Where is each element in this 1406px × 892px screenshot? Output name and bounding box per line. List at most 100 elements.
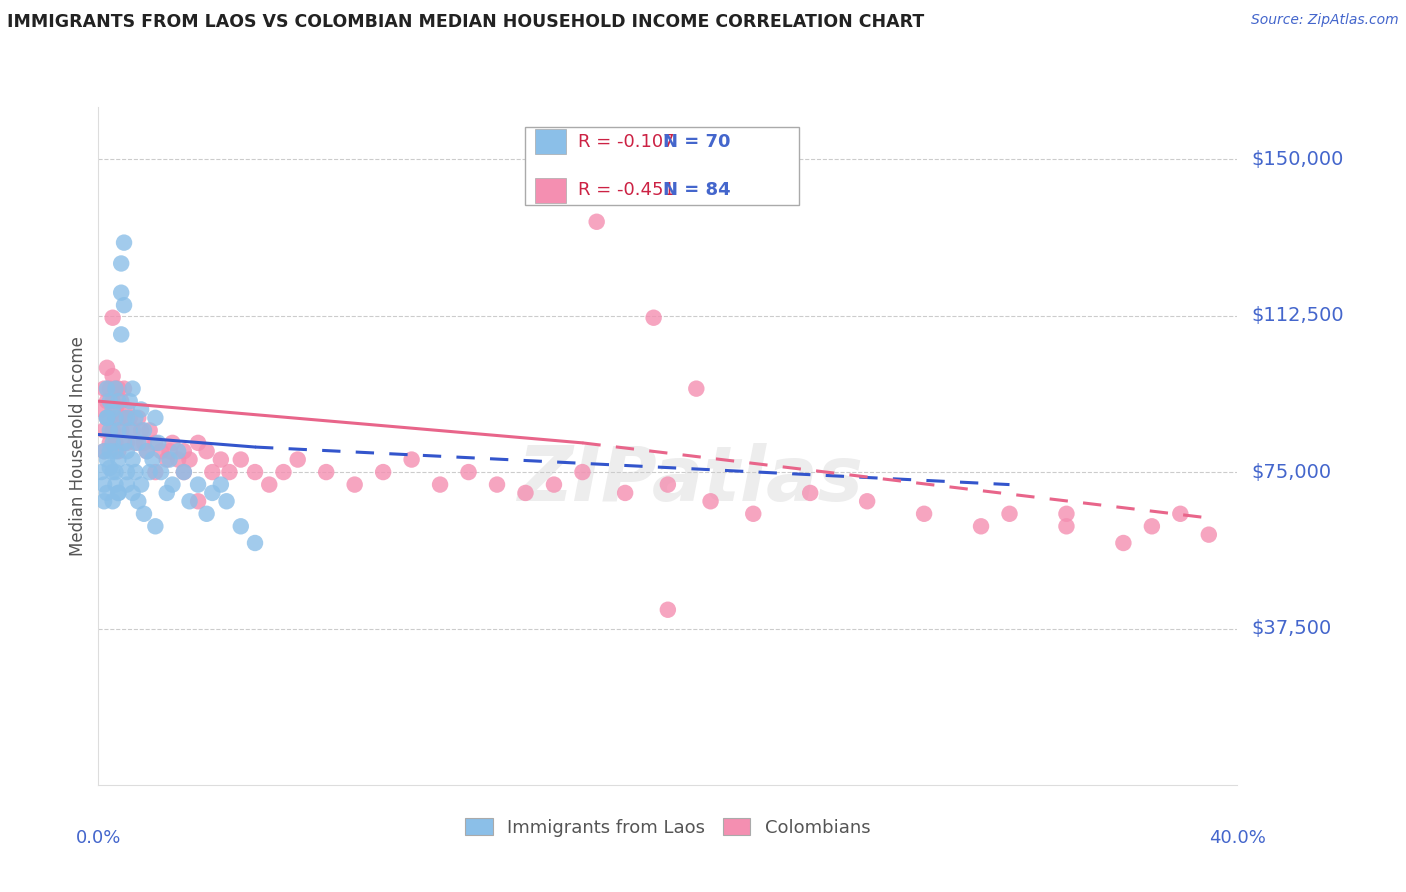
Point	[112, 410, 135, 425]
Point	[571, 465, 593, 479]
Point	[229, 452, 252, 467]
Point	[1170, 507, 1192, 521]
Point	[145, 465, 167, 479]
Point	[101, 435, 124, 450]
Point	[124, 465, 146, 479]
Point	[1198, 527, 1220, 541]
Point	[129, 423, 152, 437]
Point	[104, 465, 127, 479]
FancyBboxPatch shape	[526, 128, 799, 205]
Point	[93, 494, 115, 508]
Point	[145, 519, 167, 533]
Point	[742, 507, 765, 521]
Point	[243, 536, 266, 550]
Point	[110, 285, 132, 300]
Point	[145, 435, 167, 450]
Point	[195, 507, 218, 521]
Point	[543, 477, 565, 491]
Point	[138, 423, 160, 437]
Point	[112, 435, 135, 450]
Point	[112, 298, 135, 312]
Point	[93, 423, 115, 437]
Point	[104, 444, 127, 458]
Point	[912, 507, 935, 521]
Point	[201, 465, 224, 479]
Point	[93, 382, 115, 396]
Point	[121, 382, 143, 396]
Text: R = -0.107: R = -0.107	[578, 133, 675, 151]
Text: $75,000: $75,000	[1251, 463, 1331, 482]
Text: ZIPatlas: ZIPatlas	[517, 443, 863, 516]
Point	[287, 452, 309, 467]
Point	[657, 603, 679, 617]
Point	[107, 486, 129, 500]
Point	[259, 477, 281, 491]
Point	[150, 465, 173, 479]
Text: $150,000: $150,000	[1251, 150, 1343, 169]
Point	[195, 444, 218, 458]
Point	[101, 465, 124, 479]
Point	[96, 382, 118, 396]
Point	[96, 394, 118, 409]
Point	[273, 465, 295, 479]
Point	[179, 494, 201, 508]
Point	[970, 519, 993, 533]
Text: IMMIGRANTS FROM LAOS VS COLOMBIAN MEDIAN HOUSEHOLD INCOME CORRELATION CHART: IMMIGRANTS FROM LAOS VS COLOMBIAN MEDIAN…	[7, 13, 924, 31]
Point	[112, 382, 135, 396]
Point	[799, 486, 821, 500]
Point	[179, 452, 201, 467]
Point	[486, 477, 509, 491]
Point	[115, 410, 138, 425]
Point	[124, 410, 146, 425]
Point	[127, 410, 149, 425]
Point	[159, 444, 181, 458]
Point	[98, 423, 121, 437]
Point	[162, 435, 184, 450]
Text: $112,500: $112,500	[1251, 306, 1344, 325]
Point	[104, 382, 127, 396]
Point	[167, 452, 190, 467]
Point	[173, 444, 195, 458]
Point	[98, 382, 121, 396]
Point	[585, 215, 607, 229]
Text: Source: ZipAtlas.com: Source: ZipAtlas.com	[1251, 13, 1399, 28]
Point	[148, 435, 170, 450]
Point	[209, 477, 232, 491]
Point	[104, 382, 127, 396]
Point	[98, 461, 121, 475]
Point	[209, 452, 232, 467]
Point	[112, 235, 135, 250]
Point	[127, 494, 149, 508]
Point	[101, 369, 124, 384]
Point	[401, 452, 423, 467]
Point	[132, 423, 155, 437]
Point	[1056, 519, 1078, 533]
Text: 40.0%: 40.0%	[1209, 829, 1265, 847]
Point	[96, 410, 118, 425]
Point	[118, 423, 141, 437]
Point	[121, 486, 143, 500]
Point	[457, 465, 479, 479]
Point	[156, 452, 179, 467]
Point	[115, 465, 138, 479]
Point	[201, 486, 224, 500]
Point	[1056, 507, 1078, 521]
Point	[96, 410, 118, 425]
Point	[98, 394, 121, 409]
Y-axis label: Median Household Income: Median Household Income	[69, 336, 87, 556]
Point	[156, 486, 179, 500]
Point	[107, 410, 129, 425]
Point	[110, 423, 132, 437]
Point	[104, 435, 127, 450]
Point	[215, 494, 238, 508]
Point	[115, 435, 138, 450]
Point	[343, 477, 366, 491]
Legend: Immigrants from Laos, Colombians: Immigrants from Laos, Colombians	[458, 811, 877, 844]
Point	[96, 486, 118, 500]
Point	[135, 444, 157, 458]
Point	[93, 444, 115, 458]
Point	[135, 444, 157, 458]
Point	[98, 435, 121, 450]
Text: N = 84: N = 84	[664, 181, 731, 200]
Point	[93, 477, 115, 491]
